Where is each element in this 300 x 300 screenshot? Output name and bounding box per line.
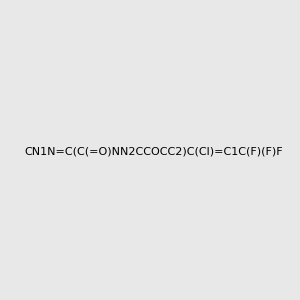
Text: CN1N=C(C(=O)NN2CCOCC2)C(Cl)=C1C(F)(F)F: CN1N=C(C(=O)NN2CCOCC2)C(Cl)=C1C(F)(F)F (24, 146, 283, 157)
